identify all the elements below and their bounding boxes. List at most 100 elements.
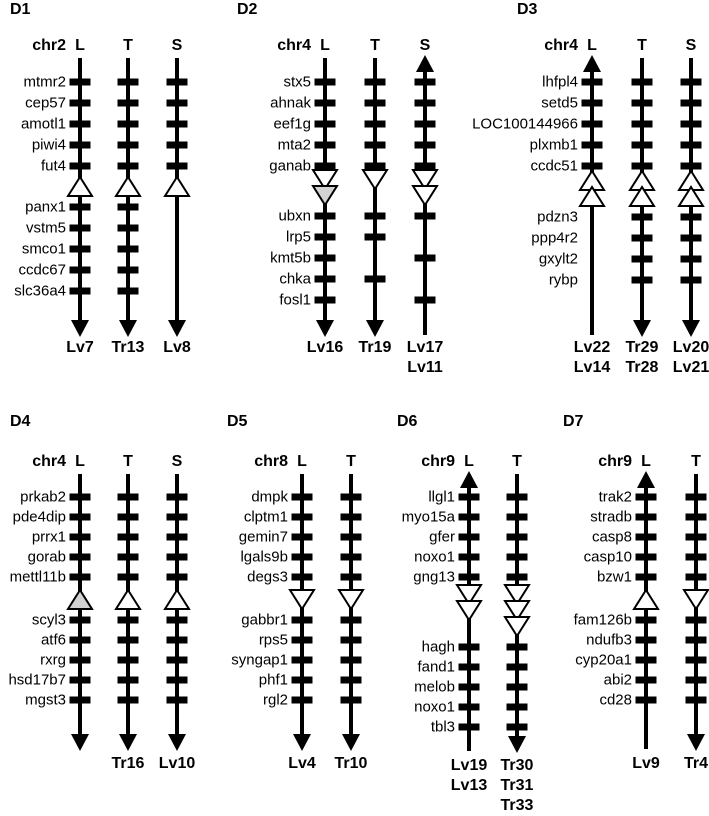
gene-tick [166,120,188,128]
gene-tick [680,276,702,284]
gene-tick [166,78,188,86]
gene-tick [314,212,336,220]
gene-label: piwi4 [31,136,66,154]
gene-label: gng13 [413,568,455,586]
panel-D7-column-L [632,471,660,749]
gene-tick [364,233,386,241]
panel-D2-chromosome-label: chr4 [277,37,311,54]
gene-tick [166,141,188,149]
gene-tick [458,533,480,541]
panel-D1-column-S [163,58,191,337]
gene-tick [506,663,528,671]
panel-D6-col-T-header: T [512,453,522,470]
gene-tick [117,513,139,521]
gene-tick [291,493,313,501]
gene-tick [364,162,386,170]
panel-D6-col-L-line-label: Lv13 [450,777,488,794]
gene-tick [166,533,188,541]
gene-label: llgl1 [428,488,455,506]
panel-D1-col-S-header: S [171,37,183,54]
panel-D3-col-T-header: T [637,37,647,54]
gene-label: fosl1 [279,291,311,309]
panel-D1-col-S-line-label: Lv8 [163,339,191,356]
panel-D3-col-S-line-label: Lv21 [672,359,709,376]
gene-tick [635,513,657,521]
gene-tick [685,636,707,644]
gene-tick [635,616,657,624]
gene-label: mta2 [277,136,311,154]
arrowhead-down [342,734,360,751]
panel-D1-col-T-header: T [123,37,133,54]
gene-tick [680,213,702,221]
gene-label: casp8 [591,528,632,546]
gene-tick [581,78,603,86]
gene-tick [680,234,702,242]
gene-tick [680,78,702,86]
gene-label: scyl3 [31,611,66,629]
gene-tick [581,120,603,128]
gene-tick [364,212,386,220]
gene-tick [364,120,386,128]
gene-tick [631,255,653,263]
arrowhead-up [637,471,655,488]
panel-D5-id: D5 [227,413,248,430]
panel-D4-chromosome-label: chr4 [32,453,66,470]
gene-tick [291,656,313,664]
gene-tick [166,162,188,170]
panel-D1-column-L [66,58,94,337]
insertion-triangle-down-white [411,185,439,207]
gene-tick [117,245,139,253]
gene-tick [69,266,91,274]
gene-label: fand1 [417,658,455,676]
panel-D5-col-L-header: L [297,453,307,470]
gene-tick [166,676,188,684]
gene-label: hsd17b7 [8,671,66,689]
gene-label: mgst3 [25,691,66,709]
panel-D6-col-L-header: L [464,453,474,470]
panel-D3-col-S-header: S [685,37,697,54]
gene-tick [414,254,436,262]
panel-D2-col-S-line-label: Lv11 [407,359,443,376]
gene-label: pde4dip [12,508,66,526]
gene-tick [340,493,362,501]
gene-label: ndufb3 [586,631,632,649]
gene-tick [117,162,139,170]
panel-D4-col-L-header: L [75,453,85,470]
gene-tick [69,696,91,704]
gene-tick [117,573,139,581]
gene-label: gabbr1 [241,611,288,629]
gene-tick [631,276,653,284]
insertion-triangle-down-white [361,169,389,191]
panel-D6-col-T-line-label: Tr31 [500,777,534,794]
gene-tick [117,616,139,624]
panel-D2-id: D2 [237,1,258,18]
gene-tick [69,513,91,521]
gene-label: stradb [590,508,632,526]
gene-tick [69,162,91,170]
gene-tick [117,224,139,232]
gene-tick [685,553,707,561]
gene-tick [69,676,91,684]
gene-label: smco1 [21,240,66,258]
gene-tick [117,266,139,274]
gene-tick [166,656,188,664]
gene-tick [69,245,91,253]
panel-D2-col-T-header: T [370,37,380,54]
gene-tick [314,233,336,241]
gene-tick [69,573,91,581]
gene-tick [680,162,702,170]
insertion-triangle-up-gray [66,588,94,610]
gene-label: gorab [27,548,66,566]
gene-label: myo15a [401,508,455,526]
insertion-triangle-up-white [632,588,660,610]
gene-label: slc36a4 [14,282,66,300]
gene-tick [69,656,91,664]
gene-label: trak2 [598,488,632,506]
gene-tick [340,636,362,644]
panel-D5-column-T [337,474,365,751]
arrowhead-up [460,471,478,488]
gene-tick [635,553,657,561]
gene-tick [364,275,386,283]
insertion-triangle-up-white [163,175,191,197]
gene-tick [680,141,702,149]
